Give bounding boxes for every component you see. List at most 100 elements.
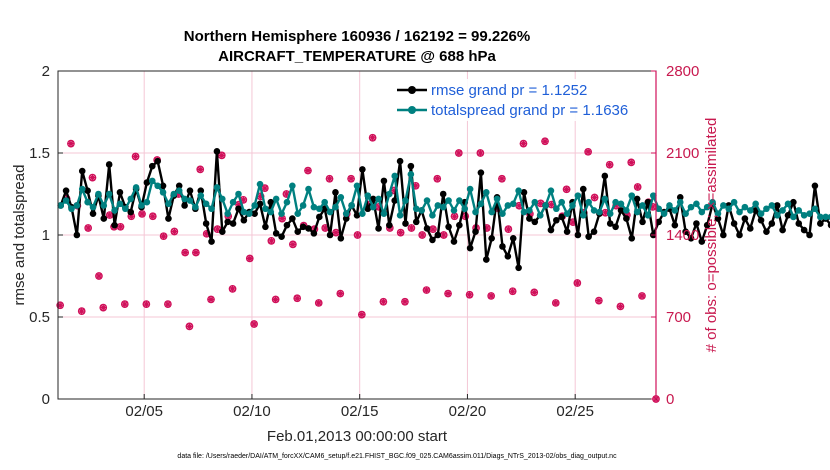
rmse-point: [730, 220, 738, 227]
totalspread-point: [321, 198, 328, 206]
totalspread-point: [682, 210, 689, 217]
rmse-point: [779, 226, 786, 234]
totalspread-point: [78, 185, 86, 193]
rmse-point: [143, 179, 151, 186]
rmse-point: [445, 223, 452, 231]
totalspread-point: [165, 200, 172, 208]
rmse-point: [628, 234, 636, 242]
obs-assimilated-marker: [552, 299, 560, 307]
totalspread-point: [693, 200, 700, 208]
totalspread-point: [547, 187, 555, 195]
rmse-point: [78, 167, 86, 175]
totalspread-point: [62, 197, 70, 204]
obs-assimilated-marker: [267, 237, 275, 245]
rmse-point: [817, 220, 824, 227]
legend-rmse-label: rmse grand pr = 1.1252: [431, 82, 587, 99]
obs-assimilated-marker: [616, 302, 625, 311]
rmse-point: [714, 215, 722, 222]
totalspread-point: [558, 198, 566, 206]
rmse-point: [698, 238, 706, 245]
rmse-point: [386, 221, 393, 229]
x-tick-label: 02/20: [449, 403, 487, 420]
legend-box: [392, 79, 654, 121]
obs-assimilated-marker: [304, 166, 312, 175]
obs-assimilated-marker: [203, 230, 211, 238]
totalspread-point: [202, 200, 210, 208]
totalspread-point: [396, 212, 404, 219]
totalspread-point: [596, 208, 603, 216]
rmse-point: [213, 148, 221, 155]
rmse-point: [208, 238, 215, 245]
x-tick-label: 02/05: [125, 403, 163, 420]
totalspread-point: [800, 212, 808, 219]
totalspread-point: [553, 205, 560, 213]
rmse-point: [154, 157, 161, 165]
obs-assimilated-marker: [106, 211, 114, 219]
obs-assimilated-marker: [88, 174, 97, 182]
totalspread-point: [192, 203, 199, 211]
rmse-point: [509, 234, 517, 242]
obs-assimilated-marker: [526, 210, 534, 218]
totalspread-point: [482, 189, 490, 196]
obs-assimilated-marker: [67, 140, 75, 148]
totalspread-point: [272, 195, 280, 203]
rmse-point: [488, 234, 495, 242]
totalspread-point: [714, 210, 722, 217]
totalspread-point: [633, 208, 641, 216]
rmse-point: [283, 221, 291, 229]
totalspread-point: [450, 207, 458, 214]
totalspread-point: [439, 203, 447, 211]
rmse-point: [289, 215, 296, 222]
rmse-point: [439, 190, 447, 198]
obs-assimilated-marker: [282, 190, 291, 198]
totalspread-point: [811, 205, 819, 213]
totalspread-point: [240, 208, 248, 216]
totalspread-point: [725, 205, 733, 213]
totalspread-point: [111, 207, 118, 214]
rmse-point: [407, 162, 415, 170]
rmse-point: [197, 187, 205, 195]
totalspread-point: [817, 213, 824, 221]
x-axis-label: Feb.01,2013 00:00:00 start: [267, 428, 448, 445]
rmse-point: [585, 233, 592, 240]
totalspread-point: [197, 192, 205, 199]
totalspread-point: [402, 197, 409, 204]
rmse-point: [127, 208, 135, 216]
totalspread-point: [736, 208, 743, 216]
totalspread-point: [644, 212, 652, 219]
rmse-point: [342, 215, 350, 222]
obs-assimilated-marker: [375, 203, 383, 211]
obs-assimilated-marker: [590, 193, 599, 202]
totalspread-point: [773, 212, 781, 219]
totalspread-point: [208, 205, 215, 213]
rmse-point: [364, 205, 372, 213]
rmse-point: [423, 225, 431, 232]
obs-assimilated-marker: [121, 300, 129, 308]
rmse-point: [655, 218, 662, 226]
totalspread-point: [698, 208, 706, 216]
rmse-point: [175, 182, 183, 190]
rmse-point: [644, 198, 652, 206]
obs-assimilated-marker: [170, 227, 178, 236]
rmse-point: [579, 185, 587, 193]
obs-assimilated-marker: [397, 229, 405, 237]
rmse-point: [299, 223, 307, 231]
totalspread-point: [504, 202, 512, 209]
totalspread-point: [143, 198, 151, 206]
rmse-point: [800, 226, 808, 234]
rmse-point: [757, 216, 765, 224]
obs-assimilated-marker: [116, 223, 125, 231]
totalspread-point: [348, 202, 355, 209]
totalspread-point: [289, 182, 296, 190]
totalspread-point: [779, 207, 786, 214]
obs-assimilated-marker: [573, 279, 581, 287]
obs-assimilated-marker: [634, 183, 642, 191]
rmse-point: [639, 218, 646, 226]
rmse-point: [504, 253, 512, 260]
totalspread-point: [509, 200, 517, 208]
totalspread-point: [159, 189, 167, 196]
rmse-point: [337, 234, 345, 242]
rmse-point: [558, 213, 566, 221]
obs-assimilated-marker: [347, 175, 355, 183]
